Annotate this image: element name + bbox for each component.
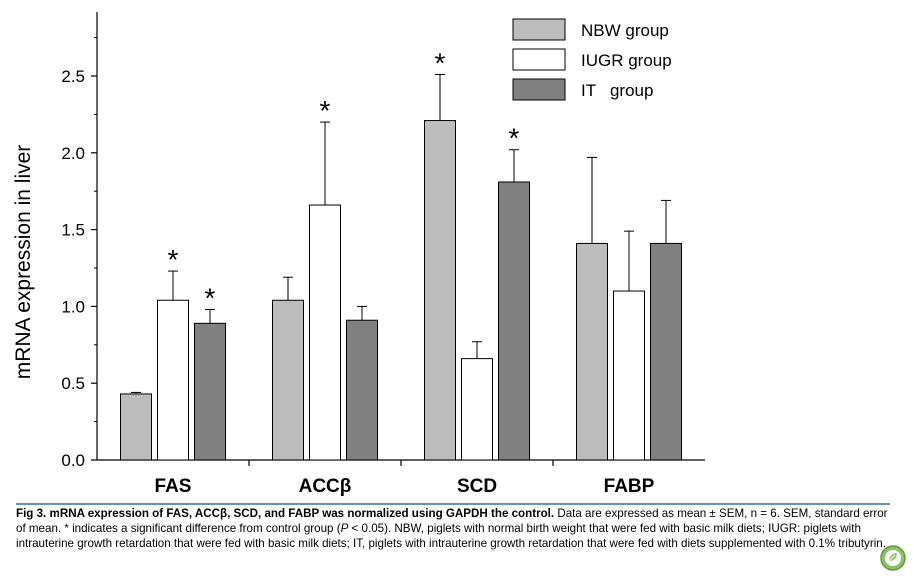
significance-marker: * <box>168 244 179 275</box>
figure-caption: Fig 3. mRNA expression of FAS, ACCβ, SCD… <box>16 506 890 551</box>
bar <box>576 242 608 461</box>
y-tick-label: 1.0 <box>61 297 85 316</box>
y-axis-label: mRNA expression in liver <box>12 145 35 380</box>
y-tick-label: 0.5 <box>61 374 85 393</box>
legend: NBW group IUGR group IT group <box>512 18 672 101</box>
caption-divider <box>16 503 890 505</box>
x-tick-label: ACCβ <box>299 476 352 497</box>
bar <box>194 322 226 461</box>
bar-chart: 0.0 0.5 1.0 1.5 2.0 2.5 FAS ACCβ SCD FABP * * * * * N… <box>12 12 705 497</box>
y-tick-label: 1.5 <box>61 221 85 240</box>
plos-leaf-icon <box>880 545 906 571</box>
y-tick-label: 2.5 <box>61 67 85 86</box>
caption-title: mRNA expression of FAS, ACCβ, SCD, and F… <box>49 507 555 520</box>
significance-marker: * <box>320 95 331 126</box>
legend-swatch <box>512 18 566 41</box>
significance-marker: * <box>509 123 520 154</box>
legend-label: NBW group <box>581 21 669 40</box>
y-tick-label: 0.0 <box>61 451 85 470</box>
significance-marker: * <box>205 282 216 313</box>
bar <box>157 299 189 461</box>
legend-swatch <box>512 78 566 101</box>
caption-p-italic: P <box>340 522 349 535</box>
caption-text-1: Data are expressed as mean ± SEM, n = 6.… <box>16 507 888 535</box>
y-tick-label: 2.0 <box>61 144 85 163</box>
legend-label: IUGR group <box>581 51 672 70</box>
bar <box>346 319 378 461</box>
bar <box>613 290 645 461</box>
bar <box>461 358 493 461</box>
bar <box>120 393 152 461</box>
legend-swatch <box>512 48 566 71</box>
bar <box>309 204 341 461</box>
x-tick-label: SCD <box>457 476 497 497</box>
bar <box>650 242 682 461</box>
x-tick-label: FAS <box>155 476 192 497</box>
x-tick-label: FABP <box>604 476 655 497</box>
legend-label: IT group <box>581 81 653 100</box>
bar <box>424 120 456 461</box>
caption-fig-label: Fig 3. <box>16 507 47 520</box>
significance-marker: * <box>435 47 446 78</box>
bar <box>498 181 530 461</box>
axes: 0.0 0.5 1.0 1.5 2.0 2.5 FAS ACCβ SCD FABP <box>61 12 705 497</box>
bar <box>272 299 304 461</box>
caption-text-2: < 0.05). NBW, piglets with normal birth … <box>16 522 886 550</box>
bars: * * * * * <box>120 47 682 461</box>
